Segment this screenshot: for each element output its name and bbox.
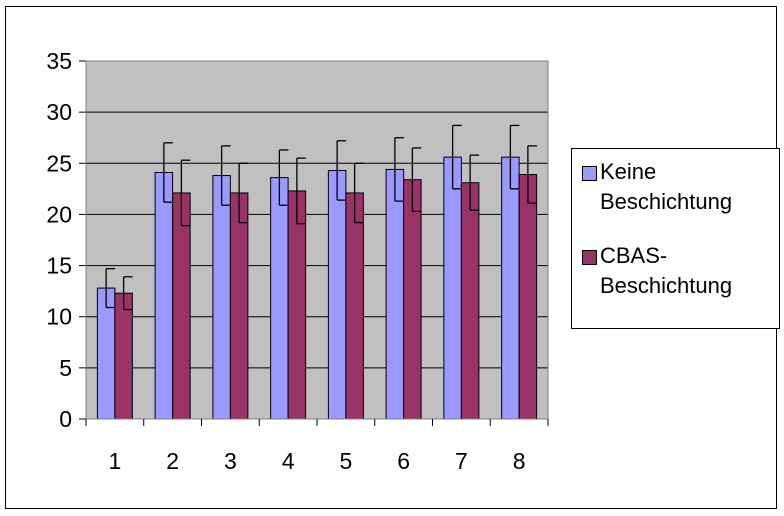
legend-label-cbas-beschichtung: CBAS-Beschichtung [600,243,733,298]
x-tick-label: 4 [282,448,295,474]
bar [345,192,364,420]
y-tick-label: 15 [46,253,72,279]
x-tick-label: 5 [339,448,352,474]
y-tick-label: 25 [46,150,72,176]
x-tick-label: 6 [397,448,410,474]
bar [460,182,480,420]
bar [518,174,538,420]
legend-swatch-keine-beschichtung [582,166,597,181]
bar [327,169,347,420]
bar [229,192,249,420]
legend-label-keine-beschichtung: Keine Beschichtung [600,159,733,214]
x-tick-label: 1 [108,448,121,474]
legend: Keine Beschichtung CBAS-Beschichtung [571,148,780,329]
x-tick-labels: 1 2 3 4 5 6 7 8 [108,448,525,474]
y-tick-label: 20 [46,201,72,227]
bar [385,168,405,420]
bar [270,177,289,420]
y-tick-labels: 0 5 10 15 20 25 30 35 [46,48,72,432]
y-tick-label: 0 [59,406,72,432]
axes [79,60,549,426]
x-tick-label: 8 [513,448,526,474]
legend-swatch-cbas-beschichtung [582,250,597,265]
error-bars [105,124,537,311]
bar [114,292,133,420]
x-tick-label: 7 [455,448,468,474]
bar [172,192,191,420]
y-tick-label: 35 [46,48,72,74]
bar [443,156,462,420]
bar [403,179,422,420]
x-tick-label: 2 [166,448,179,474]
bar [501,156,520,420]
y-tick-label: 30 [46,99,72,125]
bar [212,175,231,420]
bar [154,171,174,420]
x-tick-label: 3 [224,448,237,474]
bar [287,190,307,420]
y-tick-label: 10 [46,304,72,330]
y-tick-label: 5 [59,355,72,381]
